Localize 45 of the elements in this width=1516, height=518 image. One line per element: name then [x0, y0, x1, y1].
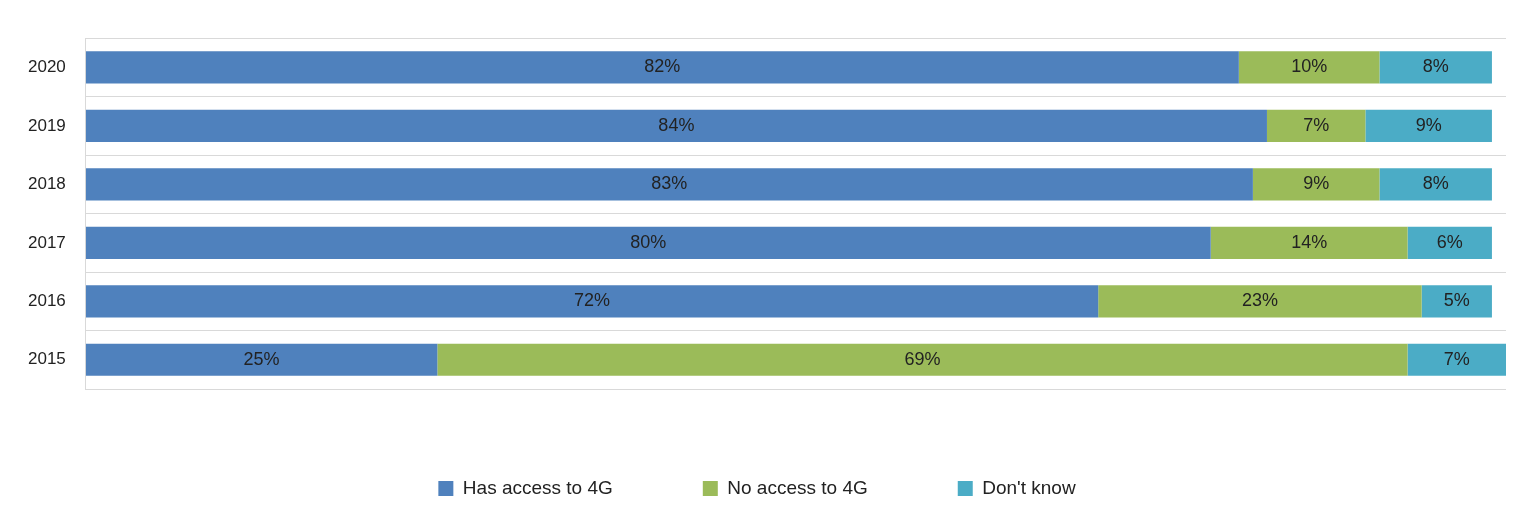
bar — [437, 343, 1408, 376]
y-tick-label: 2016 — [27, 290, 66, 310]
bar — [1407, 226, 1492, 259]
legend-label: No access to 4G — [727, 476, 868, 498]
bar — [85, 226, 1211, 259]
data-label: 5% — [1443, 290, 1470, 311]
bar — [85, 109, 1267, 142]
bar — [1210, 226, 1408, 259]
y-tick-label: 2019 — [27, 115, 66, 135]
y-tick-label: 2015 — [27, 349, 66, 369]
data-label: 8% — [1422, 173, 1449, 194]
bar — [1252, 168, 1380, 201]
data-label: 9% — [1303, 173, 1330, 194]
bar — [1379, 168, 1492, 201]
data-label: 80% — [630, 231, 667, 252]
data-label: 72% — [574, 290, 611, 311]
bar — [1379, 51, 1492, 84]
bar — [1238, 51, 1380, 84]
data-label: 10% — [1291, 56, 1328, 77]
data-label: 6% — [1436, 231, 1463, 252]
bar — [85, 168, 1253, 201]
bar — [1407, 343, 1506, 376]
y-tick-label: 2017 — [27, 232, 66, 252]
y-tick-label: 2018 — [27, 174, 66, 194]
data-label: 9% — [1415, 114, 1442, 135]
data-label: 83% — [651, 173, 688, 194]
data-label: 25% — [243, 348, 280, 369]
bar — [1365, 109, 1492, 142]
data-label: 7% — [1443, 348, 1470, 369]
data-label: 14% — [1291, 231, 1328, 252]
data-label: 7% — [1303, 114, 1330, 135]
bar — [1098, 285, 1422, 318]
bar — [1421, 285, 1492, 318]
bar — [85, 51, 1239, 84]
data-label: 23% — [1241, 290, 1278, 311]
data-label: 84% — [658, 114, 695, 135]
data-label: 82% — [644, 56, 681, 77]
data-label: 8% — [1422, 56, 1449, 77]
data-label: 69% — [904, 348, 941, 369]
legend-label: Don't know — [982, 476, 1076, 498]
bar — [85, 343, 438, 376]
y-tick-label: 2020 — [27, 57, 66, 77]
bar — [1266, 109, 1366, 142]
legend-label: Has access to 4G — [462, 476, 613, 498]
bar — [85, 285, 1099, 318]
